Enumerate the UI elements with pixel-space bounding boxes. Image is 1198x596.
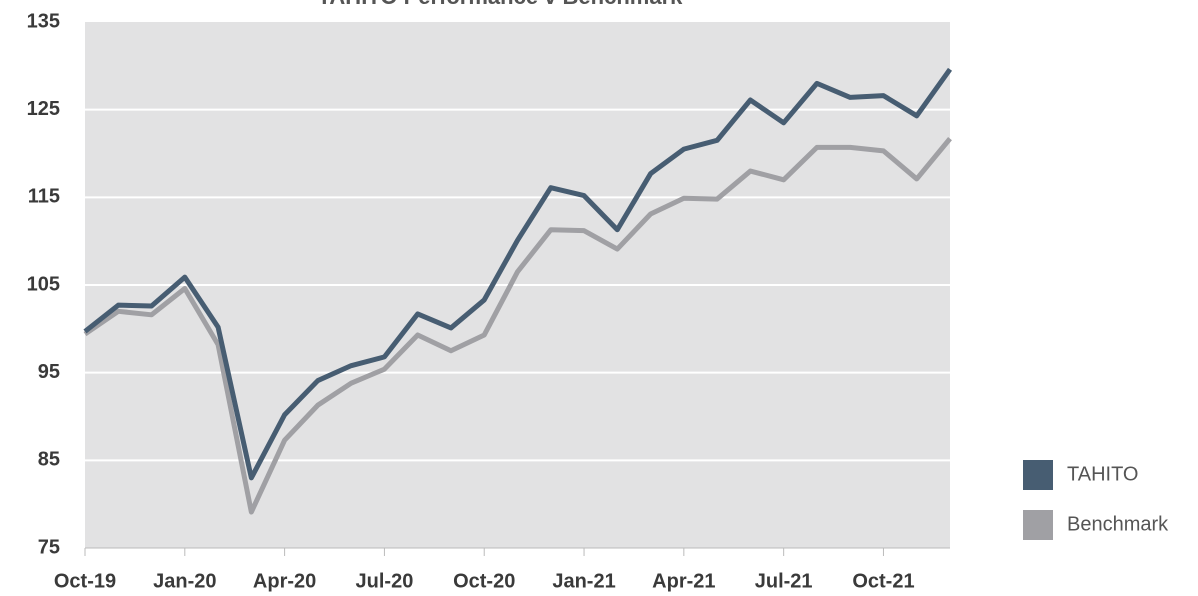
x-tick-label: Jan-20 <box>153 570 216 592</box>
legend-label: TAHITO <box>1067 463 1138 485</box>
y-tick-label: 105 <box>27 273 60 295</box>
legend-label: Benchmark <box>1067 513 1169 535</box>
y-tick-label: 85 <box>38 449 60 471</box>
series-line <box>83 67 953 481</box>
x-tick-label: Jan-21 <box>552 570 615 592</box>
y-tick-label: 125 <box>27 98 60 120</box>
x-tick-label: Apr-20 <box>253 570 316 592</box>
y-tick-label: 135 <box>27 10 60 32</box>
x-tick-label: Oct-20 <box>453 570 515 592</box>
series-line <box>83 137 952 515</box>
x-tick-label: Oct-19 <box>54 570 116 592</box>
y-tick-label: 95 <box>38 361 60 383</box>
y-tick-label: 75 <box>38 536 60 558</box>
chart-title: TAHITO Performance v Benchmark <box>318 0 684 9</box>
x-tick-label: Jul-21 <box>755 570 813 592</box>
x-tick-label: Oct-21 <box>852 570 914 592</box>
legend-swatch <box>1023 510 1053 540</box>
x-tick-label: Jul-20 <box>356 570 414 592</box>
x-tick-label: Apr-21 <box>652 570 715 592</box>
legend-swatch <box>1023 460 1053 490</box>
y-tick-label: 115 <box>28 186 60 208</box>
